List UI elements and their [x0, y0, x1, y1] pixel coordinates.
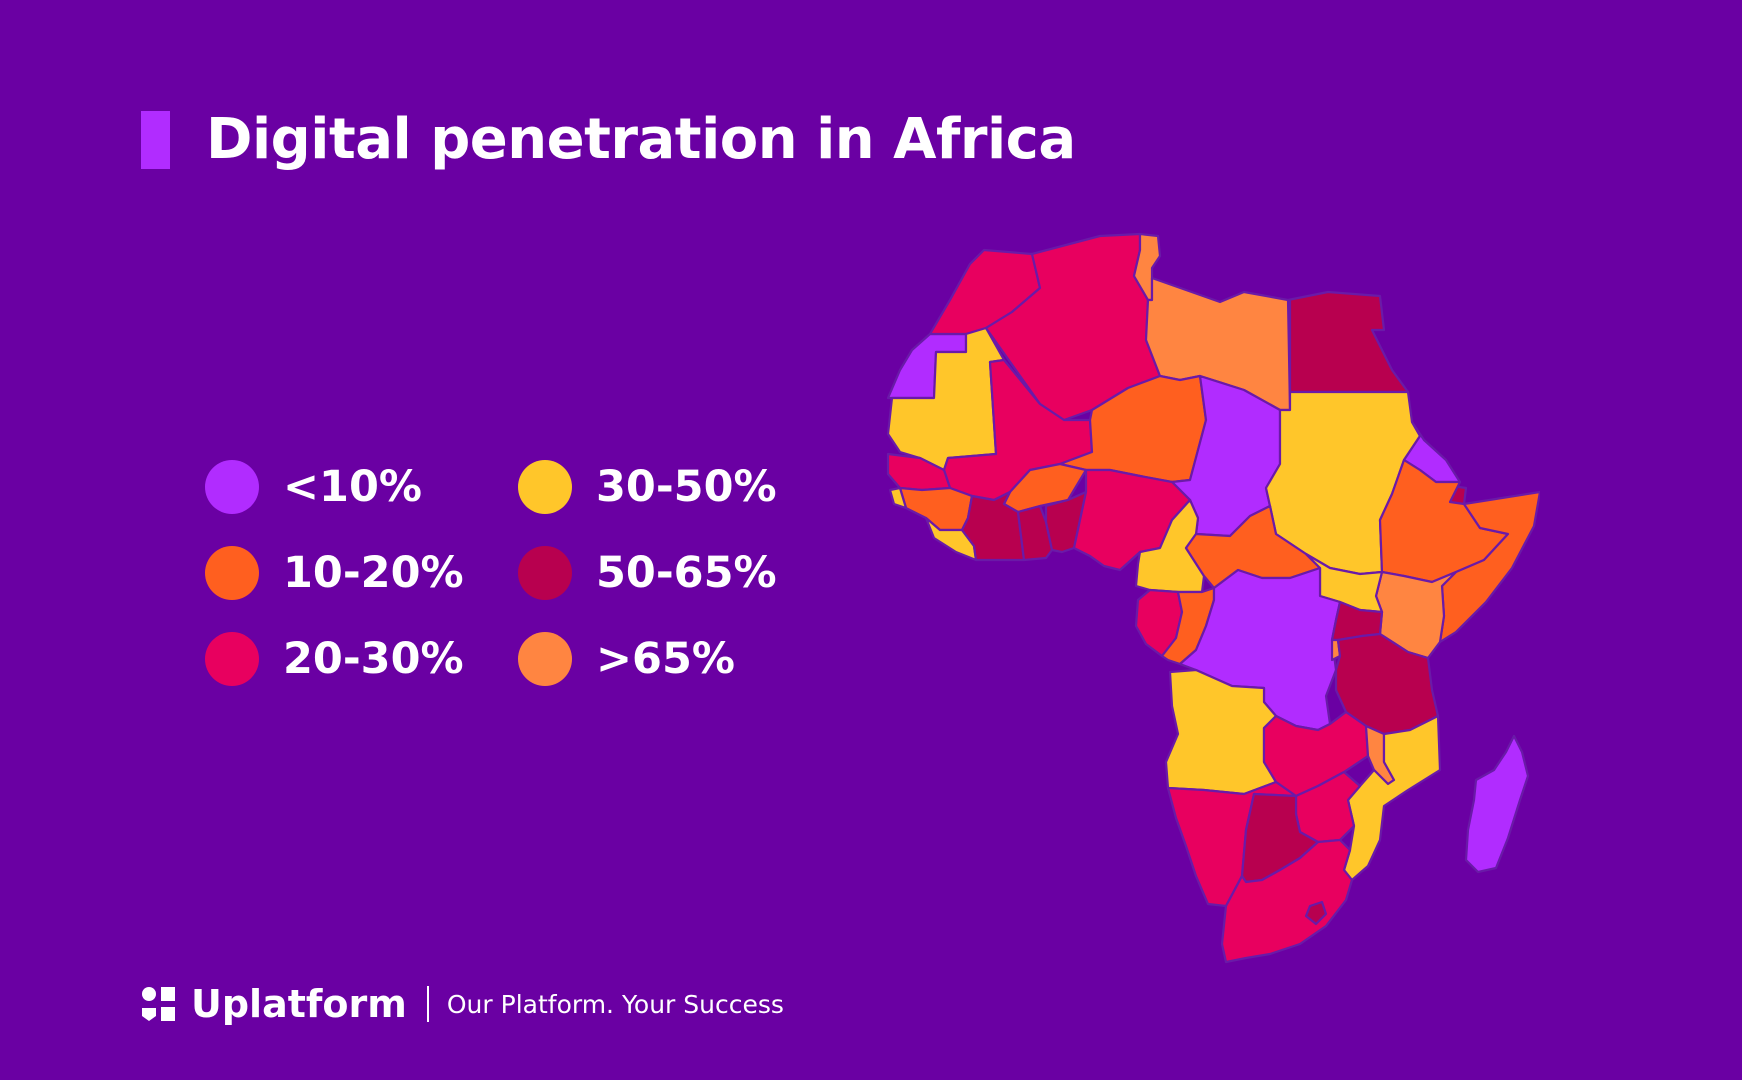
page-title: Digital penetration in Africa: [206, 107, 1076, 172]
uplatform-logo-icon: [142, 987, 175, 1021]
region-guinea: [898, 486, 974, 532]
legend-swatch: [518, 546, 572, 600]
legend-label: 10-20%: [283, 548, 464, 598]
legend-item-30-50: 30-50%: [518, 459, 777, 515]
region-egypt: [1286, 290, 1410, 394]
legend-swatch: [205, 546, 259, 600]
legend-label: 50-65%: [596, 548, 777, 598]
legend-swatch: [518, 632, 572, 686]
africa-map-svg: [886, 232, 1540, 964]
region-guinea-bissau: [888, 486, 908, 510]
legend-label: 30-50%: [596, 462, 777, 512]
region-madagascar: [1464, 734, 1530, 874]
legend-item-lt10: <10%: [205, 459, 422, 515]
legend-label: >65%: [596, 634, 735, 684]
region-angola: [1164, 668, 1278, 796]
legend-swatch: [205, 632, 259, 686]
brand-tagline: Our Platform. Your Success: [446, 989, 784, 1019]
region-south-africa: [1220, 838, 1354, 964]
footer-divider: [426, 986, 429, 1022]
legend-item-gt65: >65%: [518, 631, 735, 687]
legend-item-20-30: 20-30%: [205, 631, 464, 687]
legend-label: 20-30%: [283, 634, 464, 684]
legend-swatch: [518, 460, 572, 514]
africa-map: [880, 230, 1540, 970]
footer: Uplatform Our Platform. Your Success: [141, 980, 784, 1028]
brand-name: Uplatform: [191, 982, 407, 1026]
legend-item-50-65: 50-65%: [518, 545, 777, 601]
legend: <10% 30-50% 10-20% 50-65% 20-30% >65%: [205, 459, 825, 719]
title-accent-bar: [141, 111, 170, 169]
legend-item-10-20: 10-20%: [205, 545, 464, 601]
legend-label: <10%: [283, 462, 422, 512]
legend-swatch: [205, 460, 259, 514]
region-ivory-coast: [960, 490, 1026, 562]
region-lesotho: [1304, 900, 1328, 926]
header: Digital penetration in Africa: [141, 105, 1076, 175]
